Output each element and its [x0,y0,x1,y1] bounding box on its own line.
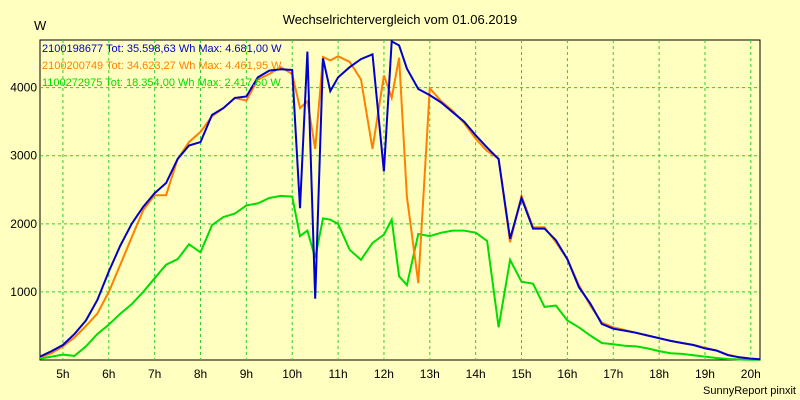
chart-title: Wechselrichtervergleich vom 01.06.2019 [283,12,518,27]
x-tick-label: 5h [56,367,69,381]
x-tick-label: 11h [329,367,348,381]
series-line-2 [39,194,761,361]
x-tick-label: 7h [148,367,161,381]
series-line-0 [39,39,761,361]
legend-entry-0: 2100198677 Tot: 35.598,63 Wh Max: 4.681,… [42,43,282,55]
plot-area [39,39,761,361]
x-tick-label: 9h [240,367,253,381]
y-tick-label: 3000 [10,149,37,163]
x-tick-labels: 5h 6h 7h 8h 9h 10h 11h 12h 13h 14h 15h 16h 17h 18h 19h… [56,367,761,381]
x-tick-label: 13h [420,367,440,381]
footer-credit: SunnyReport pinxit [703,385,796,397]
x-tick-label: 18h [649,367,669,381]
x-tick-label: 12h [374,367,394,381]
x-tick-label: 17h [603,367,623,381]
y-tick-label: 4000 [10,81,37,95]
x-tick-label: 6h [102,367,115,381]
x-tick-label: 14h [466,367,486,381]
y-tick-labels: 1000 2000 3000 4000 [10,81,37,299]
x-tick-label: 10h [282,367,302,381]
x-tick-label: 15h [512,367,532,381]
y-axis-unit: W [34,18,47,33]
x-tick-label: 20h [741,367,761,381]
x-tick-label: 16h [557,367,577,381]
legend-entry-1: 2100200749 Tot: 34.623,27 Wh Max: 4.461,… [42,60,282,72]
grid [40,40,760,360]
y-tick-label: 2000 [10,217,37,231]
legend-entry-2: 1100272975 Tot: 18.354,00 Wh Max: 2.417,… [42,77,281,89]
x-tick-label: 19h [695,367,715,381]
legend: 2100198677 Tot: 35.598,63 Wh Max: 4.681,… [42,43,282,89]
y-tick-label: 1000 [10,285,37,299]
series-lines [39,39,761,361]
x-tick-label: 8h [194,367,207,381]
